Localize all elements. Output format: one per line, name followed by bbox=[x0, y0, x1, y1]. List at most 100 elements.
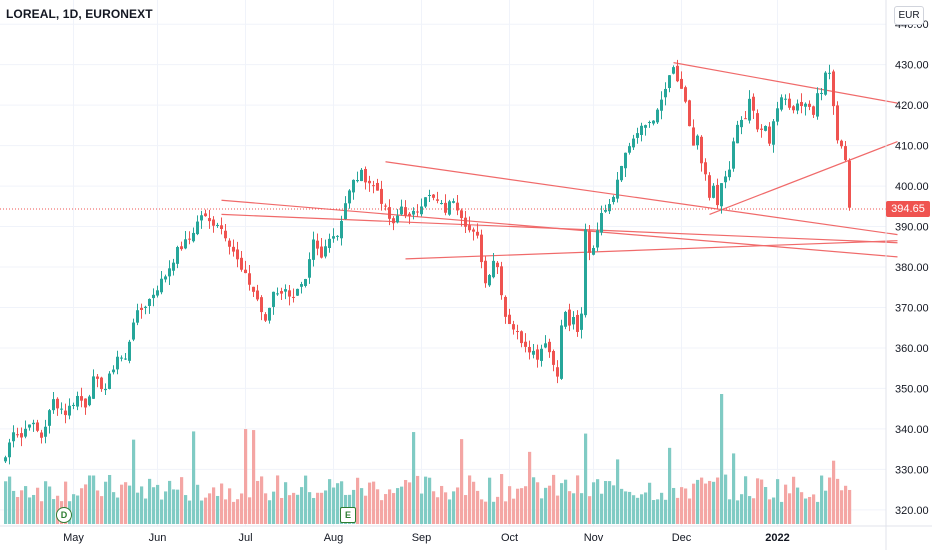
candle[interactable] bbox=[216, 222, 219, 228]
candle[interactable] bbox=[688, 99, 691, 127]
candle[interactable] bbox=[840, 139, 843, 149]
candle[interactable] bbox=[224, 224, 227, 242]
trendlines[interactable] bbox=[221, 62, 898, 260]
candle[interactable] bbox=[804, 102, 807, 116]
trendline-channel-bottom-nov-dec[interactable] bbox=[709, 140, 898, 215]
candle[interactable] bbox=[524, 333, 527, 353]
candle[interactable] bbox=[492, 253, 495, 279]
candle[interactable] bbox=[264, 312, 267, 323]
candle[interactable] bbox=[220, 217, 223, 235]
candle[interactable] bbox=[780, 94, 783, 112]
candle[interactable] bbox=[816, 87, 819, 120]
candle[interactable] bbox=[500, 261, 503, 300]
candle[interactable] bbox=[40, 429, 43, 444]
candle[interactable] bbox=[696, 134, 699, 150]
candle[interactable] bbox=[508, 308, 511, 325]
candle[interactable] bbox=[148, 298, 151, 314]
candle[interactable] bbox=[156, 285, 159, 298]
candle[interactable] bbox=[560, 319, 563, 380]
candle[interactable] bbox=[484, 256, 487, 288]
candle[interactable] bbox=[788, 93, 791, 110]
candle[interactable] bbox=[348, 189, 351, 209]
trendline-wedge-lower[interactable] bbox=[405, 240, 898, 260]
candle[interactable] bbox=[664, 82, 667, 106]
candle[interactable] bbox=[652, 120, 655, 126]
candle[interactable] bbox=[192, 227, 195, 243]
candle[interactable] bbox=[724, 170, 727, 189]
candle[interactable] bbox=[848, 158, 851, 211]
candle[interactable] bbox=[616, 172, 619, 203]
candle[interactable] bbox=[716, 178, 719, 209]
candle[interactable] bbox=[812, 105, 815, 118]
candle[interactable] bbox=[308, 252, 311, 284]
candle[interactable] bbox=[240, 250, 243, 272]
candle[interactable] bbox=[412, 207, 415, 220]
price-axis[interactable]: 320.00 330.00 340.00 350.00 360.00 370.00 380.… bbox=[895, 19, 929, 517]
candle[interactable] bbox=[160, 270, 163, 295]
candle[interactable] bbox=[828, 64, 831, 80]
candle[interactable] bbox=[824, 71, 827, 96]
candle[interactable] bbox=[748, 90, 751, 124]
candle[interactable] bbox=[168, 260, 171, 285]
candle[interactable] bbox=[24, 420, 27, 439]
candle[interactable] bbox=[732, 137, 735, 172]
candle[interactable] bbox=[756, 109, 759, 133]
candle[interactable] bbox=[808, 100, 811, 111]
candle[interactable] bbox=[648, 120, 651, 128]
trendline-channel-top-nov-dec[interactable] bbox=[673, 62, 898, 104]
candle[interactable] bbox=[268, 307, 271, 324]
candle[interactable] bbox=[792, 105, 795, 114]
candle[interactable] bbox=[480, 229, 483, 269]
candle[interactable] bbox=[424, 197, 427, 209]
candle[interactable] bbox=[8, 438, 11, 465]
candle[interactable] bbox=[196, 215, 199, 236]
candle[interactable] bbox=[188, 231, 191, 245]
candle[interactable] bbox=[796, 99, 799, 115]
candle[interactable] bbox=[532, 344, 535, 359]
candle[interactable] bbox=[96, 373, 99, 388]
currency-button[interactable]: EUR bbox=[894, 6, 924, 25]
candle[interactable] bbox=[580, 307, 583, 339]
candle[interactable] bbox=[596, 222, 599, 252]
candle[interactable] bbox=[344, 196, 347, 220]
candle[interactable] bbox=[232, 239, 235, 257]
candle[interactable] bbox=[288, 285, 291, 306]
candle[interactable] bbox=[280, 287, 283, 301]
candle[interactable] bbox=[764, 125, 767, 132]
candle[interactable] bbox=[564, 310, 567, 330]
candle[interactable] bbox=[472, 227, 475, 241]
candle[interactable] bbox=[528, 340, 531, 360]
candle[interactable] bbox=[512, 320, 515, 335]
candle[interactable] bbox=[376, 178, 379, 191]
candle[interactable] bbox=[676, 59, 679, 83]
candle[interactable] bbox=[644, 124, 647, 136]
candle[interactable] bbox=[632, 134, 635, 151]
candle[interactable] bbox=[396, 209, 399, 224]
candle[interactable] bbox=[4, 455, 7, 463]
candle[interactable] bbox=[496, 260, 499, 274]
candle[interactable] bbox=[836, 101, 839, 144]
candle[interactable] bbox=[604, 204, 607, 213]
candle[interactable] bbox=[460, 208, 463, 227]
candle[interactable] bbox=[576, 310, 579, 337]
candle[interactable] bbox=[544, 335, 547, 349]
candle[interactable] bbox=[436, 191, 439, 204]
trendline-long-bottom[interactable] bbox=[221, 213, 898, 244]
candle[interactable] bbox=[52, 392, 55, 414]
candle[interactable] bbox=[432, 193, 435, 201]
candle[interactable] bbox=[540, 344, 543, 367]
candle[interactable] bbox=[132, 318, 135, 342]
candle[interactable] bbox=[248, 264, 251, 291]
candle[interactable] bbox=[392, 216, 395, 231]
candle[interactable] bbox=[260, 295, 263, 321]
candle[interactable] bbox=[752, 93, 755, 120]
candle[interactable] bbox=[300, 281, 303, 294]
candle[interactable] bbox=[64, 403, 67, 424]
candle[interactable] bbox=[324, 239, 327, 259]
candle[interactable] bbox=[340, 215, 343, 246]
candle[interactable] bbox=[252, 286, 255, 297]
candle[interactable] bbox=[624, 152, 627, 177]
candle[interactable] bbox=[320, 238, 323, 259]
candle[interactable] bbox=[832, 69, 835, 115]
candle[interactable] bbox=[164, 274, 167, 283]
